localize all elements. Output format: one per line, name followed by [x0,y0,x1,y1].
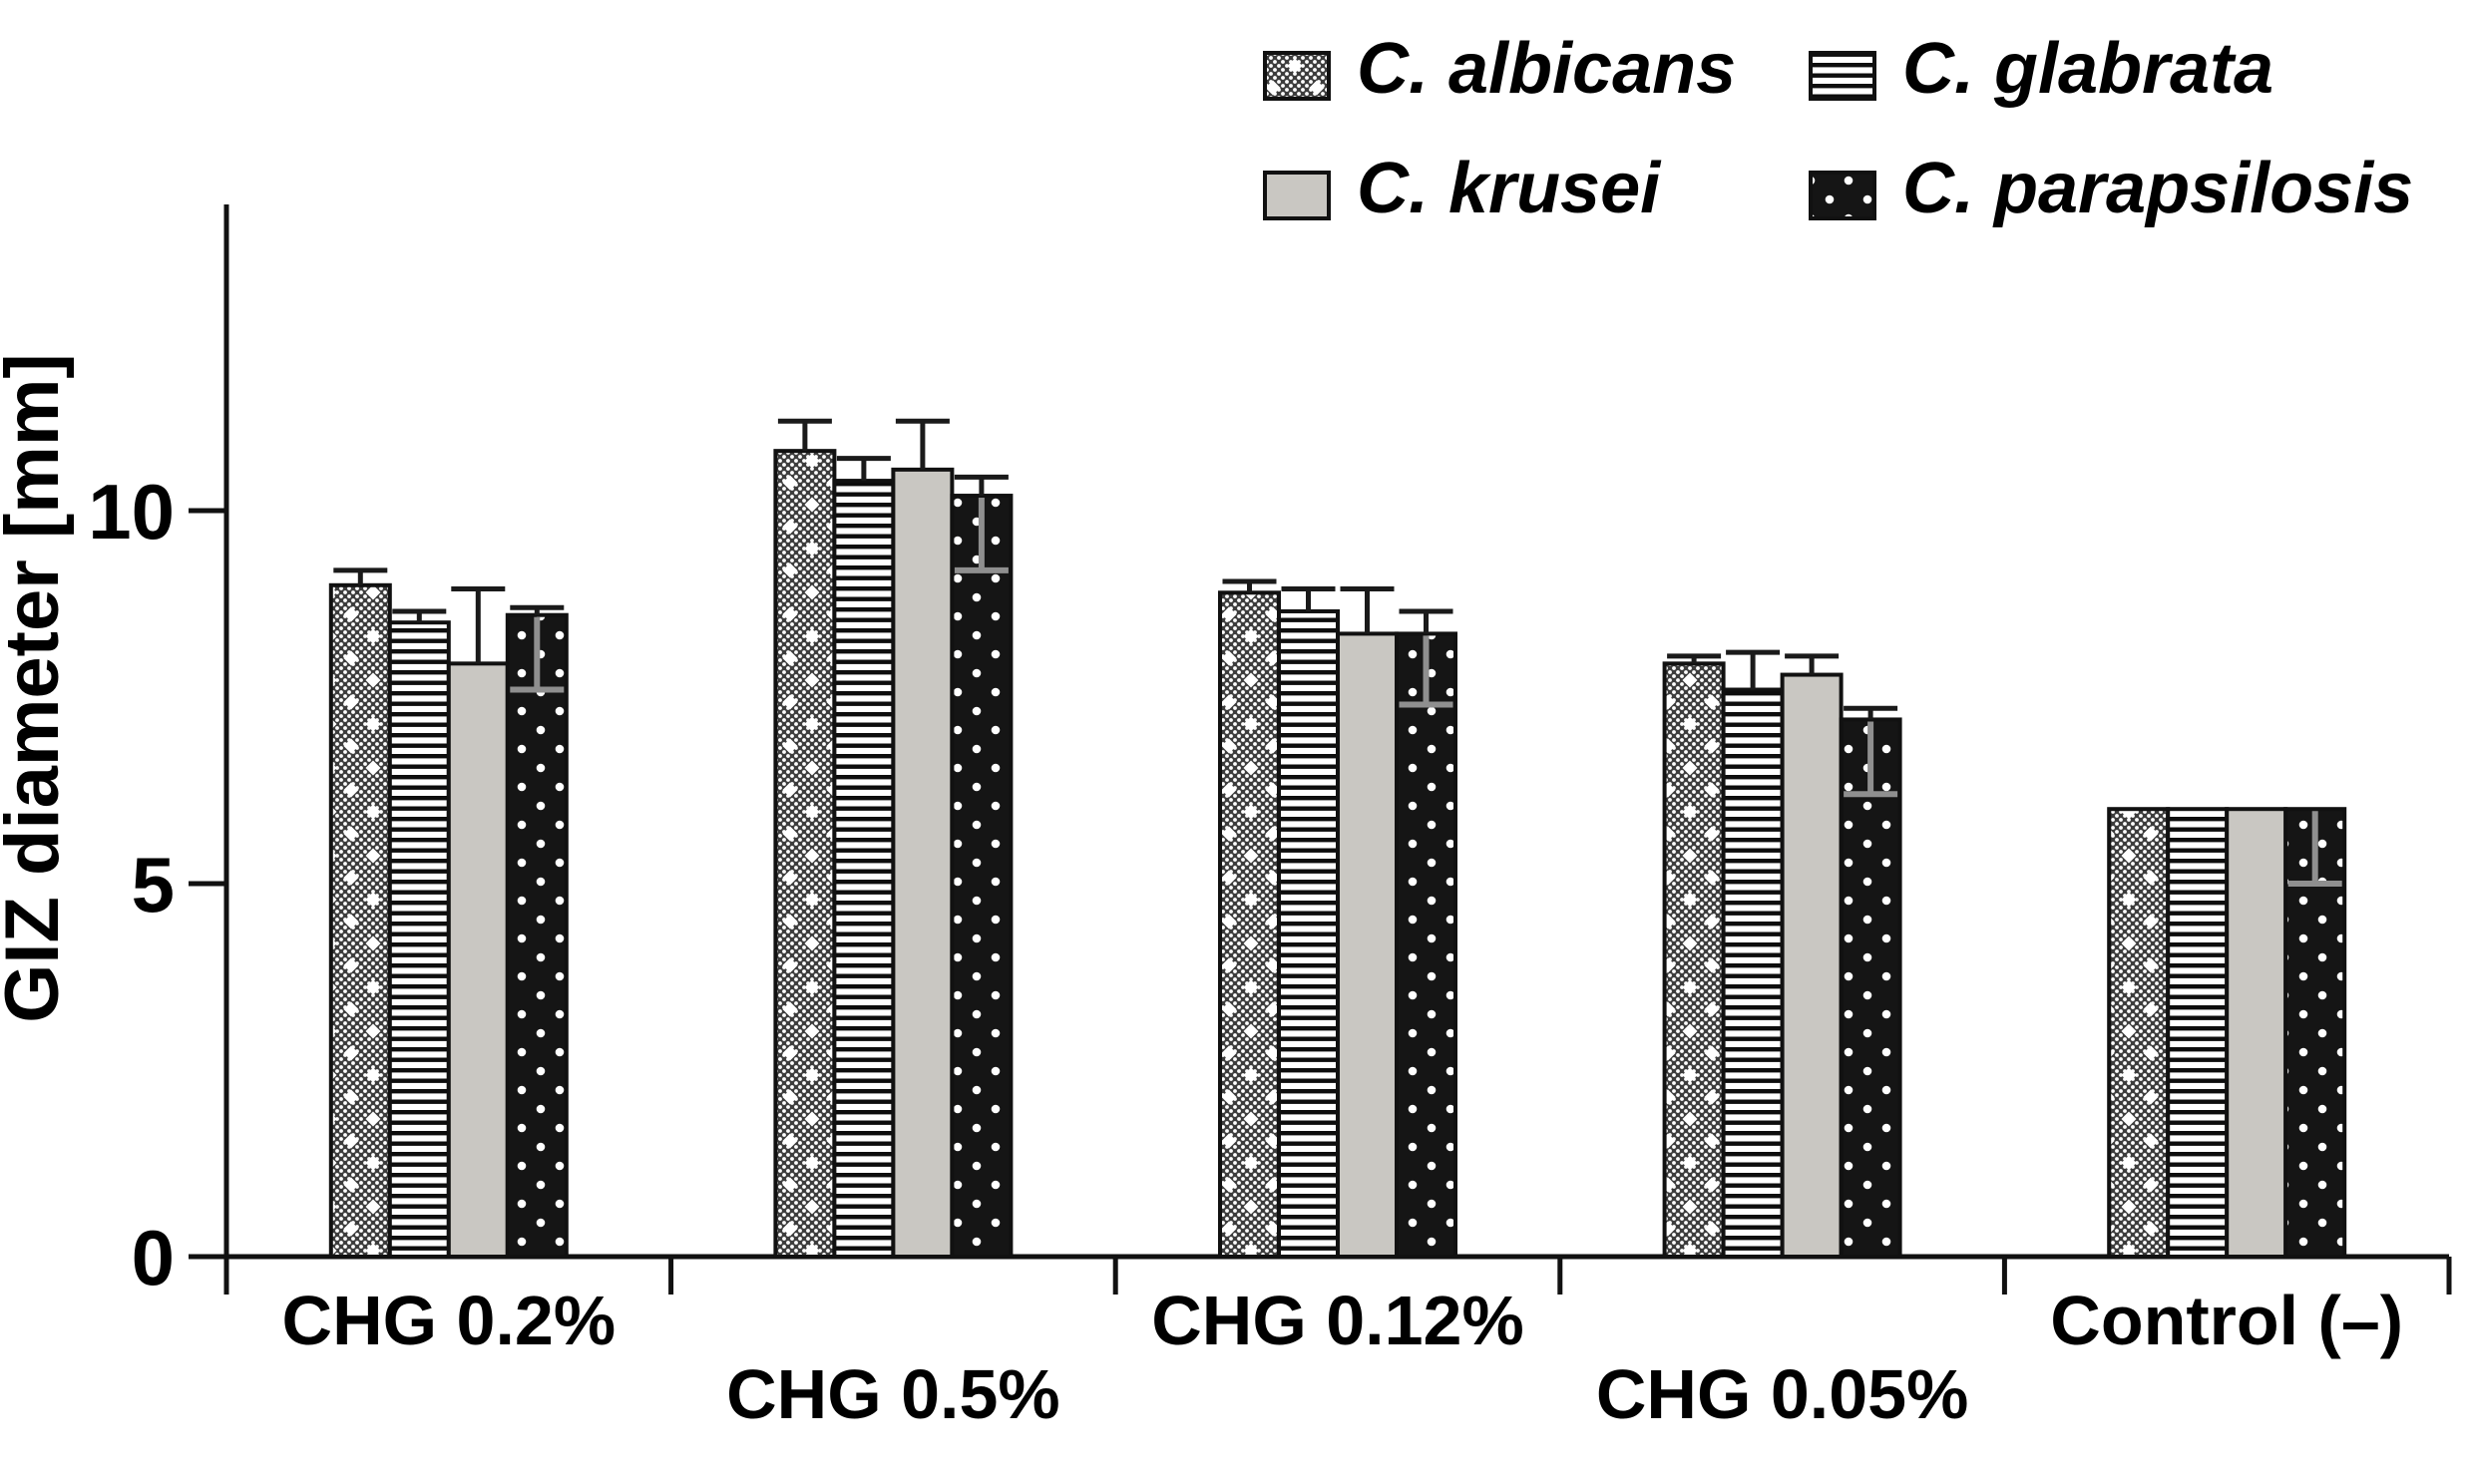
bar-c-albicans-control-overlay [2109,809,2169,1257]
bar-c-parapsilosis-chg-0-05-fill [1841,719,1900,1257]
bar-c-parapsilosis-chg-0-5-group [950,474,1014,1260]
legend-swatch-c-krusei-border [1263,171,1331,220]
bar-c-parapsilosis-control-border [2283,807,2347,1259]
bar-c-parapsilosis-chg-0-2-group [505,604,569,1259]
bar-c-krusei-chg-0-12-group [1336,586,1399,1259]
legend-item-c-glabrata: C. glabrata [1809,29,2273,109]
legend-label-c-parapsilosis: C. parapsilosis [1902,149,2413,228]
y-tick-label-10: 10 [88,468,175,556]
legend-label-c-krusei: C. krusei [1357,149,1662,228]
legend-swatch-c-glabrata-fill [1811,53,1874,99]
legend-item-c-albicans: C. albicans [1263,29,1736,109]
bar-c-krusei-control-group [2225,807,2288,1259]
bar-c-krusei-chg-0-12-fill [1338,633,1397,1257]
bar-c-glabrata-chg-0-5-group [832,456,896,1259]
bar-c-krusei-chg-0-2-fill [448,663,508,1257]
category-label-chg-0-05: CHG 0.05% [1596,1355,1968,1433]
bar-c-glabrata-chg-0-2-fill [389,622,449,1257]
bar-c-glabrata-chg-0-12-group [1277,586,1340,1259]
y-tick-label-5: 5 [132,841,175,928]
bar-c-parapsilosis-chg-0-05-group [1839,705,1902,1259]
legend-item-c-parapsilosis: C. parapsilosis [1809,149,2413,228]
category-label-chg-0-5: CHG 0.5% [726,1355,1060,1433]
legend-swatch-c-albicans-border [1263,51,1331,101]
bar-c-parapsilosis-chg-0-12-group [1395,608,1457,1259]
plot-area: 0 5 10 CHG 0.2% CHG 0.5% CHG 0.12% CHG 0.05% Co… [0,29,2452,1433]
legend-swatch-c-krusei-fill [1265,173,1329,218]
legend-label-c-albicans: C. albicans [1357,29,1736,109]
legend-label-c-glabrata: C. glabrata [1902,29,2273,109]
bar-c-albicans-chg-0-05-overlay [1664,663,1724,1257]
bar-c-parapsilosis-chg-0-12-fill [1397,633,1455,1257]
bar-c-krusei-chg-0-5-fill [893,469,953,1257]
bar-c-krusei-chg-0-2-group [446,586,510,1259]
bar-c-glabrata-chg-0-12-fill [1279,610,1338,1257]
bar-c-albicans-chg-0-12-overlay [1220,592,1279,1257]
bar-c-parapsilosis-chg-0-2-fill [507,614,567,1257]
category-label-control: Control (–) [2050,1282,2403,1359]
bar-c-albicans-chg-0-2-group [328,567,392,1259]
y-axis-title: GIZ diameter [mm] [0,353,75,1022]
bar-c-glabrata-control-fill [2168,809,2228,1257]
bar-c-krusei-chg-0-05-fill [1782,674,1842,1257]
bar-c-glabrata-chg-0-5-fill [834,481,894,1258]
bar-c-albicans-chg-0-5-group [773,418,837,1260]
legend-swatch-c-albicans-overlay [1265,53,1329,99]
bar-c-albicans-chg-0-12-group [1218,578,1281,1259]
legend-swatch-c-parapsilosis-fill [1811,173,1874,218]
legend-item-c-krusei: C. krusei [1263,149,1662,228]
y-tick-label-0: 0 [132,1214,175,1301]
bar-c-krusei-chg-0-5-group [891,418,955,1259]
legend-swatch-c-parapsilosis-border [1809,171,1876,220]
bar-c-parapsilosis-control-group [2283,807,2347,1259]
bar-c-glabrata-control-group [2166,807,2230,1259]
bars [328,418,2347,1260]
category-label-chg-0-2: CHG 0.2% [282,1282,617,1359]
bar-c-glabrata-chg-0-05-fill [1723,689,1783,1257]
bar-c-krusei-control-fill [2227,809,2286,1257]
bar-c-albicans-control-group [2107,807,2171,1259]
bar-c-glabrata-chg-0-05-group [1721,649,1785,1259]
legend-swatch-c-glabrata-border [1809,51,1876,101]
bar-c-albicans-chg-0-5-overlay [775,451,835,1257]
axes: 0 5 10 CHG 0.2% CHG 0.5% CHG 0.12% CHG 0.05% Co… [0,204,2452,1433]
legend: C. albicans C. glabrata C. krusei C. paraps… [1263,29,2413,228]
bar-c-krusei-chg-0-05-group [1780,653,1844,1259]
bar-c-albicans-chg-0-05-group [1662,653,1726,1259]
bar-c-albicans-chg-0-2-overlay [330,584,390,1257]
bar-c-glabrata-chg-0-2-group [387,608,451,1259]
bar-c-parapsilosis-chg-0-5-fill [952,496,1012,1257]
category-label-chg-0-12: CHG 0.12% [1151,1282,1523,1359]
